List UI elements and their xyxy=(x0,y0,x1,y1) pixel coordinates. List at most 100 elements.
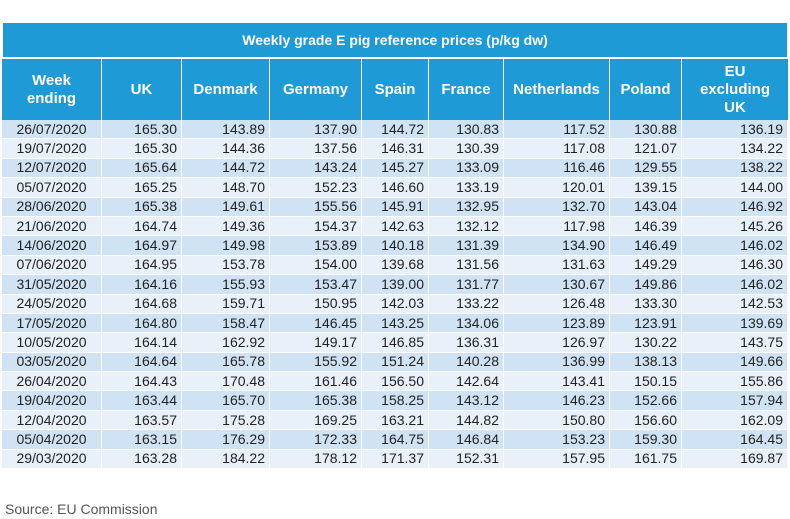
column-header: Germany xyxy=(270,59,362,120)
column-header: Spain xyxy=(362,59,429,120)
price-cell: 126.97 xyxy=(504,333,610,353)
price-cell: 132.12 xyxy=(429,216,504,237)
price-cell: 145.26 xyxy=(682,216,788,237)
price-cell: 163.57 xyxy=(102,410,182,431)
price-cell: 154.00 xyxy=(270,255,362,276)
source-note: Source: EU Commission xyxy=(5,501,158,517)
price-cell: 170.48 xyxy=(182,372,270,392)
table-row: 14/06/2020 164.97 149.98 153.89 140.18 131.39… xyxy=(2,236,788,256)
price-cell: 153.78 xyxy=(182,255,270,276)
price-cell: 149.86 xyxy=(610,275,682,295)
week-ending-cell: 12/04/2020 xyxy=(2,410,102,431)
price-cell: 142.03 xyxy=(362,294,429,314)
price-cell: 169.25 xyxy=(270,410,362,431)
price-cell: 130.39 xyxy=(429,139,504,159)
price-cell: 163.15 xyxy=(102,430,182,450)
price-cell: 144.82 xyxy=(429,410,504,431)
price-cell: 156.60 xyxy=(610,410,682,431)
price-cell: 149.17 xyxy=(270,333,362,353)
price-table-container: Weekly grade E pig reference prices (p/k… xyxy=(2,22,788,470)
column-header: Denmark xyxy=(182,59,270,120)
table-title: Weekly grade E pig reference prices (p/k… xyxy=(2,22,788,59)
week-ending-cell: 31/05/2020 xyxy=(2,275,102,295)
price-cell: 165.30 xyxy=(102,139,182,159)
price-cell: 146.85 xyxy=(362,333,429,353)
week-ending-cell: 05/04/2020 xyxy=(2,430,102,450)
price-cell: 144.72 xyxy=(182,158,270,179)
table-row: 03/05/2020 164.64 165.78 155.92 151.24 140.28… xyxy=(2,352,788,373)
price-cell: 143.25 xyxy=(362,313,429,334)
week-ending-cell: 10/05/2020 xyxy=(2,333,102,353)
price-cell: 153.89 xyxy=(270,236,362,256)
column-header-line: France xyxy=(441,80,491,98)
price-cell: 144.72 xyxy=(362,120,429,140)
price-cell: 149.98 xyxy=(182,236,270,256)
price-cell: 149.36 xyxy=(182,216,270,237)
price-cell: 157.95 xyxy=(504,449,610,470)
price-cell: 117.08 xyxy=(504,139,610,159)
price-cell: 146.39 xyxy=(610,216,682,237)
column-header-row: Week ending UK Denmark Germany Spain France Net… xyxy=(2,59,788,120)
price-cell: 184.22 xyxy=(182,449,270,470)
column-header-line: UK xyxy=(724,98,746,116)
price-cell: 116.46 xyxy=(504,158,610,179)
price-cell: 146.30 xyxy=(682,255,788,276)
column-header: France xyxy=(429,59,504,120)
price-cell: 165.25 xyxy=(102,178,182,198)
price-cell: 136.31 xyxy=(429,333,504,353)
price-cell: 146.92 xyxy=(682,197,788,217)
price-cell: 146.31 xyxy=(362,139,429,159)
price-cell: 164.75 xyxy=(362,430,429,450)
price-cell: 143.24 xyxy=(270,158,362,179)
price-cell: 176.29 xyxy=(182,430,270,450)
price-cell: 130.83 xyxy=(429,120,504,140)
price-cell: 123.91 xyxy=(610,313,682,334)
price-cell: 152.66 xyxy=(610,391,682,411)
price-cell: 163.44 xyxy=(102,391,182,411)
price-cell: 155.92 xyxy=(270,352,362,373)
price-cell: 137.56 xyxy=(270,139,362,159)
price-cell: 155.86 xyxy=(682,372,788,392)
price-cell: 132.70 xyxy=(504,197,610,217)
price-cell: 165.64 xyxy=(102,158,182,179)
week-ending-cell: 21/06/2020 xyxy=(2,216,102,237)
column-header: UK xyxy=(102,59,182,120)
price-cell: 146.02 xyxy=(682,236,788,256)
column-header: Week ending xyxy=(2,59,102,120)
price-cell: 138.22 xyxy=(682,158,788,179)
price-cell: 143.41 xyxy=(504,372,610,392)
price-cell: 178.12 xyxy=(270,449,362,470)
price-cell: 143.75 xyxy=(682,333,788,353)
price-cell: 130.22 xyxy=(610,333,682,353)
price-cell: 164.68 xyxy=(102,294,182,314)
week-ending-cell: 24/05/2020 xyxy=(2,294,102,314)
price-cell: 150.95 xyxy=(270,294,362,314)
price-cell: 149.29 xyxy=(610,255,682,276)
column-header: Netherlands xyxy=(504,59,610,120)
price-cell: 161.75 xyxy=(610,449,682,470)
table-row: 19/07/2020 165.30 144.36 137.56 146.31 130.39… xyxy=(2,139,788,159)
price-cell: 139.69 xyxy=(682,313,788,334)
price-cell: 161.46 xyxy=(270,372,362,392)
price-cell: 142.64 xyxy=(429,372,504,392)
column-header: EU excluding UK xyxy=(682,59,788,120)
column-header-line: ending xyxy=(26,89,77,107)
price-cell: 145.27 xyxy=(362,158,429,179)
column-header-line: Denmark xyxy=(193,80,258,98)
price-cell: 164.97 xyxy=(102,236,182,256)
price-table: Weekly grade E pig reference prices (p/k… xyxy=(2,22,788,470)
price-cell: 156.50 xyxy=(362,372,429,392)
table-row: 29/03/2020 163.28 184.22 178.12 171.37 152.31… xyxy=(2,449,788,470)
price-cell: 144.36 xyxy=(182,139,270,159)
table-row: 24/05/2020 164.68 159.71 150.95 142.03 133.22… xyxy=(2,294,788,314)
price-cell: 146.84 xyxy=(429,430,504,450)
price-cell: 171.37 xyxy=(362,449,429,470)
price-cell: 150.15 xyxy=(610,372,682,392)
price-cell: 146.49 xyxy=(610,236,682,256)
price-cell: 152.31 xyxy=(429,449,504,470)
price-cell: 126.48 xyxy=(504,294,610,314)
price-cell: 133.22 xyxy=(429,294,504,314)
price-cell: 153.47 xyxy=(270,275,362,295)
price-cell: 129.55 xyxy=(610,158,682,179)
week-ending-cell: 14/06/2020 xyxy=(2,236,102,256)
